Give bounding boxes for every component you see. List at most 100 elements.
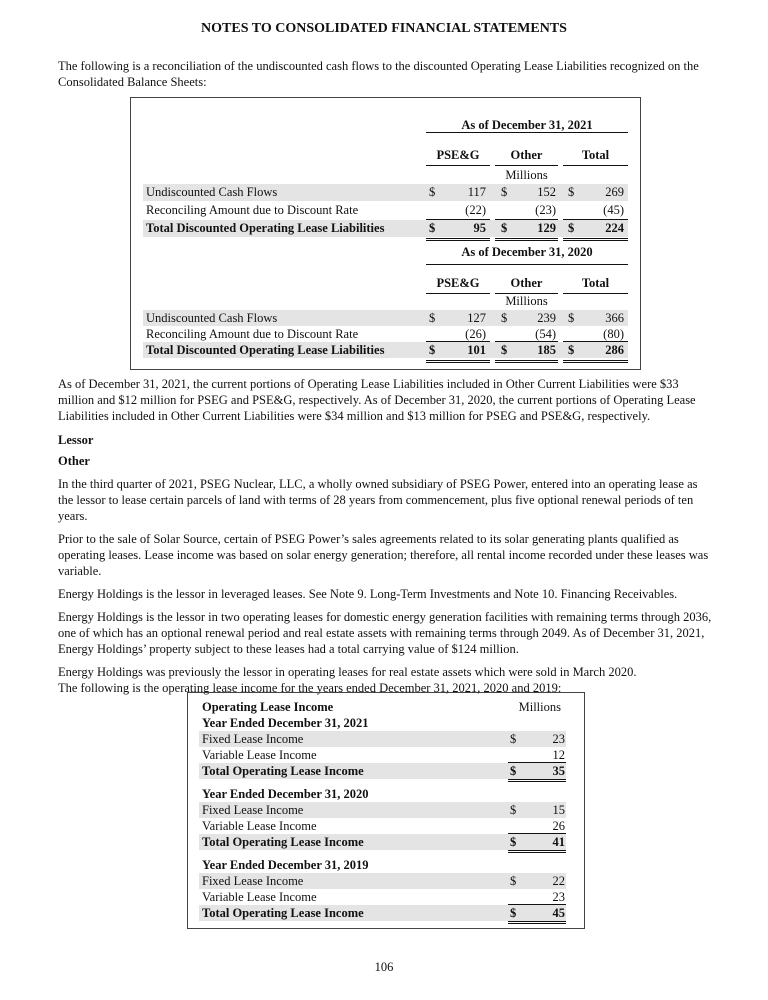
value-cell: 101 — [467, 343, 486, 357]
paragraph-leveraged-leases: Energy Holdings is the lessor in leverag… — [58, 587, 678, 601]
dollar-sign: $ — [510, 835, 517, 849]
divider — [495, 341, 558, 342]
double-underline — [426, 238, 490, 241]
paragraph-operating-leases: Energy Holdings is the lessor in two ope… — [58, 610, 712, 656]
row-label: Total Operating Lease Income — [202, 764, 364, 778]
table-row: Total Operating Lease Income $41 — [199, 834, 566, 850]
divider — [426, 165, 490, 166]
dollar-sign: $ — [510, 906, 517, 920]
table-row: Variable Lease Income 12 — [199, 747, 566, 763]
table-row: Reconciling Amount due to Discount Rate (… — [143, 326, 628, 342]
divider — [563, 341, 628, 342]
table-row: Undiscounted Cash Flows $117 $152 $269 — [143, 184, 628, 201]
value-cell: 26 — [552, 819, 566, 833]
row-label: Variable Lease Income — [202, 890, 317, 904]
value-cell: 127 — [467, 311, 486, 325]
dollar-sign: $ — [501, 343, 508, 357]
divider — [495, 219, 558, 220]
divider — [426, 264, 628, 265]
intro-paragraph: The following is a reconciliation of the… — [58, 59, 699, 89]
row-label: Undiscounted Cash Flows — [146, 311, 278, 325]
column-header: Total — [581, 276, 610, 290]
divider — [563, 219, 628, 220]
value-cell: 23 — [552, 890, 566, 904]
table-row: Fixed Lease Income $23 — [199, 731, 566, 747]
lease-income-table: Operating Lease Income Millions Year Ended… — [187, 692, 585, 929]
value-cell: 12 — [552, 748, 566, 762]
dollar-sign: $ — [510, 732, 517, 746]
double-underline — [495, 238, 558, 241]
value-cell: 117 — [467, 185, 486, 199]
value-cell: 366 — [605, 311, 624, 325]
divider — [426, 293, 490, 294]
row-label: Total Discounted Operating Lease Liabili… — [146, 343, 385, 357]
dollar-sign: $ — [510, 764, 517, 778]
table-row: Undiscounted Cash Flows $127 $239 $366 — [143, 310, 628, 326]
other-heading: Other — [58, 454, 90, 468]
table-row: Total Discounted Operating Lease Liabili… — [143, 342, 628, 358]
page-title: NOTES TO CONSOLIDATED FINANCIAL STATEMEN… — [201, 21, 567, 36]
value-cell: 152 — [537, 185, 556, 199]
dollar-sign: $ — [429, 311, 436, 325]
table-row: Total Operating Lease Income $35 — [199, 763, 566, 779]
dollar-sign: $ — [501, 221, 508, 235]
double-underline — [508, 779, 566, 782]
value-cell: (45) — [603, 203, 624, 217]
row-label: Total Operating Lease Income — [202, 835, 364, 849]
dollar-sign: $ — [429, 185, 436, 199]
value-cell: 129 — [537, 221, 556, 235]
value-cell: 22 — [552, 874, 566, 888]
year-heading: Year Ended December 31, 2021 — [202, 716, 369, 730]
current-portions-paragraph: As of December 31, 2021, the current por… — [58, 377, 696, 423]
double-underline — [508, 850, 566, 853]
table-row: Reconciling Amount due to Discount Rate (… — [143, 202, 628, 219]
column-header: Other — [510, 148, 543, 162]
divider — [426, 341, 490, 342]
value-cell: 286 — [605, 343, 624, 357]
row-label: Undiscounted Cash Flows — [146, 185, 278, 199]
divider — [563, 165, 628, 166]
dollar-sign: $ — [501, 185, 508, 199]
unit-label: Millions — [505, 294, 548, 308]
dollar-sign: $ — [429, 343, 436, 357]
table-row: Variable Lease Income 26 — [199, 818, 566, 834]
value-cell: (23) — [535, 203, 556, 217]
value-cell: (80) — [603, 327, 624, 341]
double-underline — [563, 360, 628, 363]
unit-label: Millions — [505, 168, 548, 182]
divider — [563, 293, 628, 294]
double-underline — [426, 360, 490, 363]
table-row: Fixed Lease Income $22 — [199, 873, 566, 889]
unit-label: Millions — [518, 700, 561, 714]
row-label: Total Discounted Operating Lease Liabili… — [146, 221, 385, 235]
table-row: Total Discounted Operating Lease Liabili… — [143, 220, 628, 237]
dollar-sign: $ — [429, 221, 436, 235]
period-heading: As of December 31, 2021 — [461, 118, 593, 132]
value-cell: 45 — [552, 906, 566, 920]
divider — [508, 762, 566, 763]
double-underline — [495, 360, 558, 363]
double-underline — [508, 921, 566, 924]
column-header: PSE&G — [436, 276, 480, 290]
value-cell: 185 — [537, 343, 556, 357]
paragraph-lease-income-intro: The following is the operating lease inc… — [58, 681, 562, 695]
reconciliation-table: As of December 31, 2021 PSE&G Other Total Mi… — [130, 97, 641, 370]
value-cell: 35 — [552, 764, 566, 778]
divider — [508, 904, 566, 905]
double-underline — [563, 238, 628, 241]
row-label: Variable Lease Income — [202, 748, 317, 762]
value-cell: 41 — [552, 835, 566, 849]
value-cell: 269 — [605, 185, 624, 199]
divider — [426, 219, 490, 220]
table-row: Total Operating Lease Income $45 — [199, 905, 566, 921]
value-cell: (22) — [465, 203, 486, 217]
row-label: Variable Lease Income — [202, 819, 317, 833]
value-cell: (54) — [535, 327, 556, 341]
dollar-sign: $ — [501, 311, 508, 325]
period-heading: As of December 31, 2020 — [461, 245, 593, 259]
table-heading: Operating Lease Income — [202, 700, 334, 714]
dollar-sign: $ — [568, 343, 575, 357]
row-label: Reconciling Amount due to Discount Rate — [146, 203, 359, 217]
row-label: Fixed Lease Income — [202, 874, 304, 888]
